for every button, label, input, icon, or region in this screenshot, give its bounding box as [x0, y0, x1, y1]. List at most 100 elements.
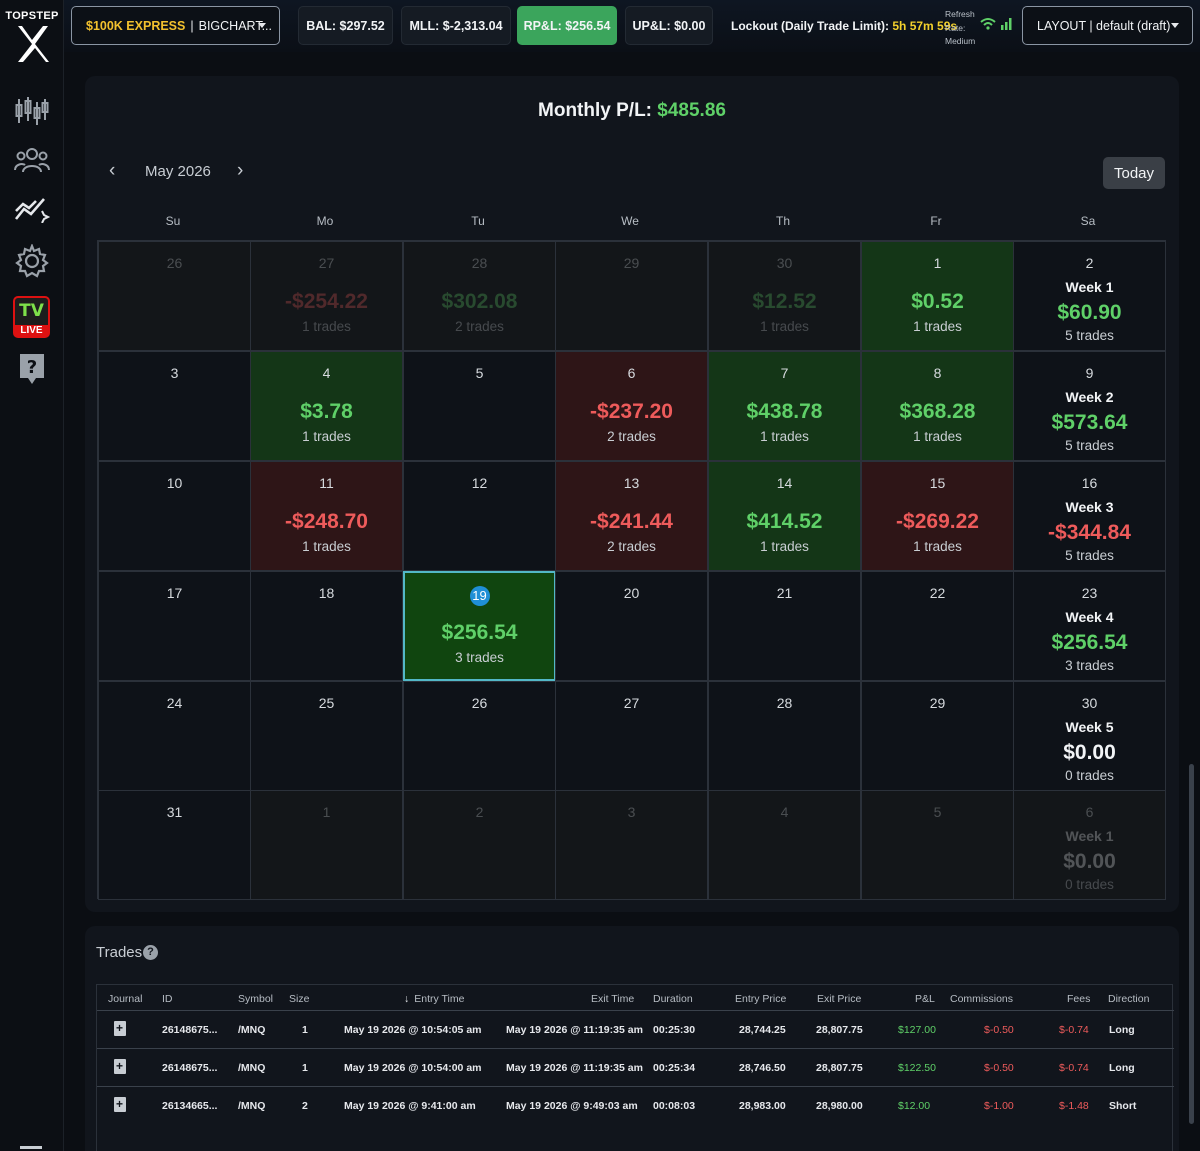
week-summary-cell[interactable]: 16 Week 3 -$344.84 5 trades: [1013, 461, 1166, 571]
calendar-day-cell[interactable]: 28: [708, 681, 861, 791]
calendar-day-cell[interactable]: 8 $368.28 1 trades: [861, 351, 1014, 461]
calendar-day-cell[interactable]: 31: [98, 790, 251, 900]
column-header-exit-price[interactable]: Exit Price: [817, 993, 862, 1005]
refresh-rate[interactable]: Refresh Rate: Medium: [945, 8, 975, 49]
calendar-day-cell[interactable]: 1: [250, 790, 403, 900]
column-header-size[interactable]: Size: [289, 993, 310, 1005]
calendar-day-cell[interactable]: 4: [708, 790, 861, 900]
day-number: 4: [780, 804, 789, 820]
calendar-day-cell[interactable]: 30 $12.52 1 trades: [708, 241, 861, 351]
column-header-entry-time[interactable]: ↓ Entry Time: [404, 993, 464, 1005]
calendar-day-cell[interactable]: 6 -$237.20 2 trades: [555, 351, 708, 461]
tradingview-live-icon[interactable]: TV LIVE: [13, 296, 50, 338]
calendar-day-cell[interactable]: 29: [555, 241, 708, 351]
analytics-sparkle-icon[interactable]: [13, 190, 51, 226]
calendar-day-cell[interactable]: 11 -$248.70 1 trades: [250, 461, 403, 571]
community-icon[interactable]: [13, 142, 51, 178]
column-header-commissions[interactable]: Commissions: [950, 993, 1014, 1005]
calendar-day-cell[interactable]: 26: [403, 681, 556, 791]
trade-count: 1 trades: [302, 429, 351, 444]
column-header-duration[interactable]: Duration: [653, 993, 693, 1005]
calendar-day-cell[interactable]: 1 $0.52 1 trades: [861, 241, 1014, 351]
day-pnl: -$254.22: [285, 290, 368, 313]
column-header-entry-price[interactable]: Entry Price: [735, 993, 787, 1005]
settings-gear-icon[interactable]: [13, 243, 51, 279]
calendar-day-cell[interactable]: 18: [250, 571, 403, 681]
day-number: 30: [1081, 695, 1098, 711]
calendar-day-cell[interactable]: 17: [98, 571, 251, 681]
column-header-id[interactable]: ID: [162, 993, 173, 1005]
help-icon[interactable]: ?: [143, 945, 158, 960]
page-scrollbar[interactable]: [1188, 52, 1196, 1151]
next-month-button[interactable]: ›: [237, 160, 244, 181]
candlestick-chart-icon[interactable]: [13, 93, 51, 129]
today-button[interactable]: Today: [1103, 157, 1165, 189]
trade-count: 2 trades: [607, 429, 656, 444]
table-row[interactable]: 26148675... /MNQ 1 May 19 2026 @ 10:54:05 a…: [97, 1010, 1174, 1048]
add-journal-icon[interactable]: [114, 1059, 126, 1074]
calendar-day-cell[interactable]: 26: [98, 241, 251, 351]
column-header-p-l[interactable]: P&L: [915, 993, 935, 1005]
calendar-day-cell[interactable]: 3: [555, 790, 708, 900]
calendar-day-cell[interactable]: 2: [403, 790, 556, 900]
account-name: BIGCHART...: [198, 18, 273, 33]
calendar-day-cell[interactable]: 7 $438.78 1 trades: [708, 351, 861, 461]
column-header-fees[interactable]: Fees: [1067, 993, 1091, 1005]
day-number: 27: [318, 255, 335, 271]
cell-commissions: $-0.50: [984, 1024, 1014, 1036]
week-summary-cell[interactable]: 23 Week 4 $256.54 3 trades: [1013, 571, 1166, 681]
day-number: 6: [627, 365, 636, 381]
weekday-we: We: [621, 214, 639, 228]
add-journal-icon[interactable]: [114, 1021, 126, 1036]
calendar-day-cell[interactable]: 14 $414.52 1 trades: [708, 461, 861, 571]
day-pnl: $256.54: [441, 621, 518, 644]
add-journal-icon[interactable]: [114, 1097, 126, 1112]
day-number: 2: [1085, 255, 1094, 271]
calendar-day-cell[interactable]: 27 -$254.22 1 trades: [250, 241, 403, 351]
day-number: 24: [166, 695, 183, 711]
calendar-day-cell[interactable]: 22: [861, 571, 1014, 681]
calendar-day-cell[interactable]: 27: [555, 681, 708, 791]
day-pnl: $3.78: [300, 400, 353, 423]
column-header-exit-time[interactable]: Exit Time: [591, 993, 635, 1005]
week-summary-cell[interactable]: 6 Week 1 $0.00 0 trades: [1013, 790, 1166, 900]
calendar-day-cell[interactable]: 3: [98, 351, 251, 461]
account-selector[interactable]: $100K EXPRESS | BIGCHART...: [71, 6, 280, 45]
trade-count: 1 trades: [913, 539, 962, 554]
calendar-day-cell[interactable]: 5: [861, 790, 1014, 900]
column-header-direction[interactable]: Direction: [1108, 993, 1150, 1005]
calendar-day-cell[interactable]: 12: [403, 461, 556, 571]
layout-selector[interactable]: LAYOUT | default (draft): [1022, 6, 1193, 45]
calendar-day-cell[interactable]: 29: [861, 681, 1014, 791]
calendar-day-cell[interactable]: 24: [98, 681, 251, 791]
calendar-day-cell[interactable]: 20: [555, 571, 708, 681]
lockout-countdown: 5h 57m 59s: [892, 19, 958, 33]
week-summary-cell[interactable]: 9 Week 2 $573.64 5 trades: [1013, 351, 1166, 461]
scrollbar-thumb[interactable]: [1189, 764, 1194, 1124]
calendar-day-cell[interactable]: 28 $302.08 2 trades: [403, 241, 556, 351]
calendar-day-cell[interactable]: 13 -$241.44 2 trades: [555, 461, 708, 571]
calendar-day-cell[interactable]: 25: [250, 681, 403, 791]
help-icon[interactable]: ?: [13, 351, 51, 387]
week-label: Week 1: [1065, 828, 1114, 844]
calendar-day-cell[interactable]: 4 $3.78 1 trades: [250, 351, 403, 461]
day-number: 21: [776, 585, 793, 601]
calendar-day-cell[interactable]: 21: [708, 571, 861, 681]
table-row[interactable]: 26134665... /MNQ 2 May 19 2026 @ 9:41:00 am…: [97, 1086, 1174, 1124]
calendar-day-cell[interactable]: 15 -$269.22 1 trades: [861, 461, 1014, 571]
week-summary-cell[interactable]: 30 Week 5 $0.00 0 trades: [1013, 681, 1166, 791]
week-summary-cell[interactable]: 2 Week 1 $60.90 5 trades: [1013, 241, 1166, 351]
calendar-day-cell[interactable]: 5: [403, 351, 556, 461]
tv-label: TV: [19, 301, 44, 321]
week-label: Week 2: [1065, 389, 1114, 405]
cell-id: 26134665...: [162, 1100, 218, 1112]
column-header-symbol[interactable]: Symbol: [238, 993, 274, 1005]
column-header-journal[interactable]: Journal: [108, 993, 143, 1005]
prev-month-button[interactable]: ‹: [109, 160, 116, 181]
calendar-day-cell[interactable]: 10: [98, 461, 251, 571]
table-row[interactable]: 26148675... /MNQ 1 May 19 2026 @ 10:54:00 a…: [97, 1048, 1174, 1086]
balance-badge: BAL: $297.52: [298, 6, 393, 45]
topstep-x-logo-icon[interactable]: [14, 24, 50, 64]
calendar-day-cell[interactable]: 19 $256.54 3 trades: [403, 571, 556, 681]
cell-symbol: /MNQ: [238, 1062, 266, 1074]
